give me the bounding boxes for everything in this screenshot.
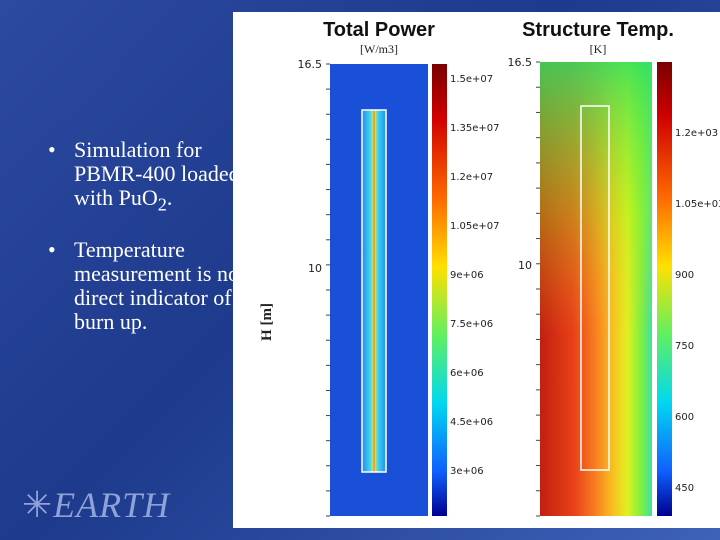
colorbar-label: 600: [675, 412, 694, 423]
y-tick-label: 16.5: [508, 56, 533, 69]
y-tick-label: 10: [308, 262, 322, 275]
y-tick-label: 10: [518, 259, 532, 272]
bullet-text: Temperature measurement is no direct ind…: [74, 237, 239, 335]
bullet-list: Simulation for PBMR-400 loaded with PuO2…: [48, 138, 248, 356]
colorbar-label: 1.35e+07: [450, 123, 500, 134]
temp-plot-overlay: [540, 62, 652, 516]
colorbar-label: 6e+06: [450, 368, 484, 379]
colorbar-label: 7.5e+06: [450, 319, 493, 330]
colorbar-label: 450: [675, 483, 694, 494]
temp-colorbar: [657, 62, 672, 516]
colorbar-label: 4.5e+06: [450, 417, 493, 428]
colorbar-label: 900: [675, 270, 694, 281]
panel-title: Structure Temp.: [522, 19, 674, 41]
power-core: [361, 109, 387, 473]
logo: ✳EARTH: [22, 485, 171, 525]
colorbar-label: 1.05e+03: [675, 199, 720, 210]
panel-unit: [W/m3]: [360, 42, 398, 56]
logo-text: EARTH: [53, 485, 171, 525]
bullet: Temperature measurement is no direct ind…: [48, 238, 248, 334]
bullet-text: Simulation for PBMR-400 loaded with PuO: [74, 137, 240, 210]
subscript: 2: [157, 194, 167, 215]
colorbar-label: 1.2e+07: [450, 172, 493, 183]
colorbar-label: 750: [675, 341, 694, 352]
colorbar-label: 1.5e+07: [450, 74, 493, 85]
panel-title: Total Power: [323, 19, 435, 41]
power-colorbar: [432, 64, 447, 516]
colorbar-label: 1.2e+03: [675, 128, 718, 139]
colorbar-label: 3e+06: [450, 466, 484, 477]
colorbar-label: 9e+06: [450, 270, 484, 281]
temp-core: [580, 105, 610, 471]
colorbar-label: 1.05e+07: [450, 221, 500, 232]
y-tick-label: 16.5: [298, 58, 323, 71]
bullet-tail: .: [166, 185, 173, 210]
panel-unit: [K]: [590, 42, 607, 56]
figure: H [m] Total Power[W/m3] 16.5 10 1.5e+07 1.35…: [233, 12, 720, 528]
bullet: Simulation for PBMR-400 loaded with PuO2…: [48, 138, 248, 216]
y-axis-label: H [m]: [259, 303, 275, 341]
